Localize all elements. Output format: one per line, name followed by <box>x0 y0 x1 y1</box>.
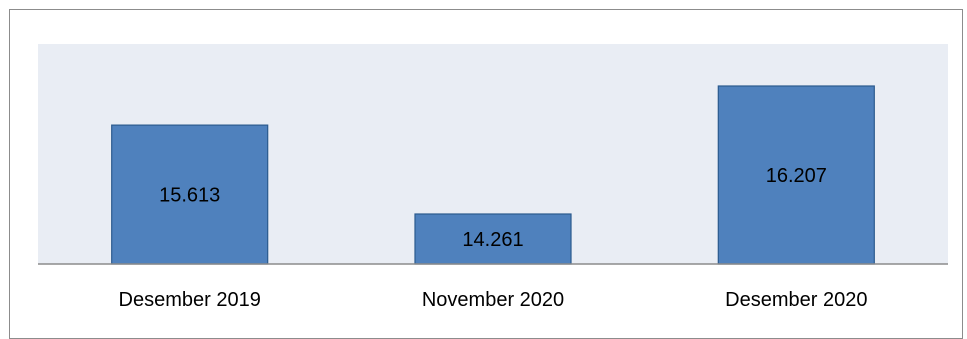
bar-chart: 15.613 Desember 2019 14.261 November 2020 16… <box>38 44 948 311</box>
category-label: Desember 2019 <box>119 289 261 311</box>
bar-value-label: 16.207 <box>766 165 827 187</box>
category-label: Desember 2020 <box>725 289 867 311</box>
bars-layer <box>111 85 875 265</box>
bar <box>111 124 269 265</box>
bar <box>717 85 875 265</box>
bar <box>414 213 572 265</box>
bar-value-label: 15.613 <box>159 185 220 207</box>
bar-value-label: 14.261 <box>462 229 523 251</box>
labels-layer: 15.613 Desember 2019 14.261 November 2020 16… <box>119 165 868 311</box>
category-label: November 2020 <box>422 289 564 311</box>
